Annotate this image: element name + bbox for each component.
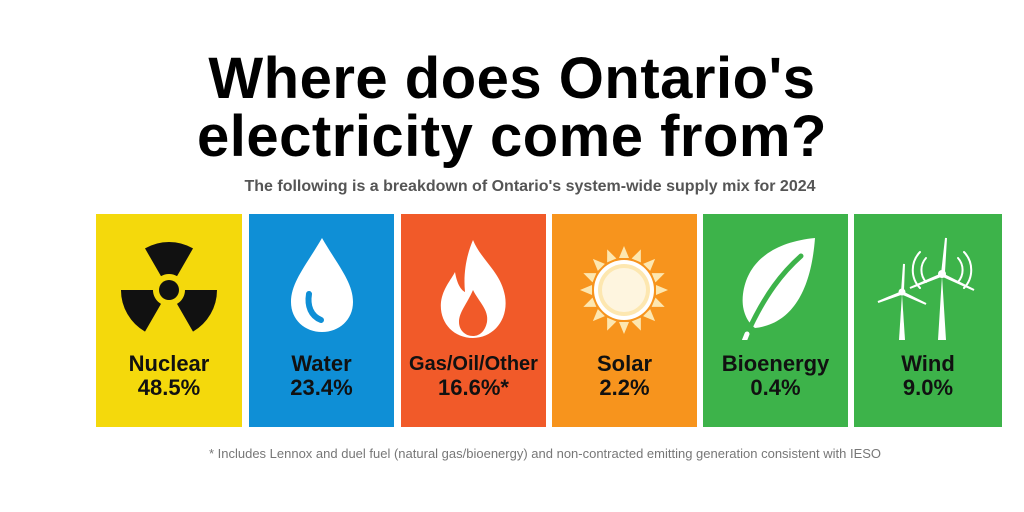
tile-label: Gas/Oil/Other (409, 353, 538, 375)
sun-ray (631, 317, 641, 331)
sun-ray (583, 297, 597, 307)
tile-label: Wind (901, 351, 955, 376)
tile-wind: Wind 9.0% (854, 214, 1002, 427)
tile-label: Nuclear (128, 351, 210, 376)
tile-value: 0.4% (750, 375, 801, 400)
tile-solar: Solar 2.2% (552, 214, 697, 427)
flame-icon (440, 240, 506, 338)
sun-icon (580, 246, 668, 334)
tile-bioenergy: Bioenergy 0.4% (703, 214, 848, 427)
tile-nuclear: Nuclear 48.5% (96, 214, 242, 427)
tile-value: 9.0% (902, 375, 954, 400)
sun-ray (592, 258, 605, 271)
sun-ray (583, 273, 597, 283)
tile-label: Solar (596, 351, 653, 376)
title-line-1: Where does Ontario's (208, 46, 816, 111)
tile-value: 48.5% (137, 375, 201, 400)
sun-ray (643, 309, 656, 322)
sun-ray (651, 297, 665, 307)
subtitle: The following is a breakdown of Ontario'… (244, 178, 816, 195)
wind-turbine-icon (877, 237, 975, 340)
tile-label: Water (291, 351, 352, 376)
supply-mix-tiles: Nuclear 48.5% Water 23.4% Gas/Oil/Other … (96, 214, 1002, 427)
radiation-icon (120, 242, 218, 332)
tile-gas-oil-other: Gas/Oil/Other 16.6%* (401, 214, 546, 427)
page-title: Where does Ontario's electricity come fr… (0, 50, 1024, 166)
sun-ray (580, 285, 592, 295)
sun-ray (651, 273, 665, 283)
tile-value: 23.4% (290, 375, 353, 400)
sun-ray (619, 322, 629, 334)
water-drop-icon (291, 238, 353, 332)
sun-ray (631, 249, 641, 263)
footnote: * Includes Lennox and duel fuel (natural… (208, 446, 882, 461)
tile-value: 2.2% (599, 375, 650, 400)
sun-ray (619, 246, 629, 258)
sun-ray (607, 317, 617, 331)
sun-ray (607, 249, 617, 263)
leaf-icon (741, 238, 815, 340)
sun-ray (656, 285, 668, 295)
tile-label: Bioenergy (721, 351, 830, 376)
title-line-2: electricity come from? (197, 104, 827, 169)
tile-value: 16.6%* (438, 375, 509, 400)
sun-ray (592, 309, 605, 322)
sun-ray (643, 258, 656, 271)
tile-water: Water 23.4% (249, 214, 394, 427)
